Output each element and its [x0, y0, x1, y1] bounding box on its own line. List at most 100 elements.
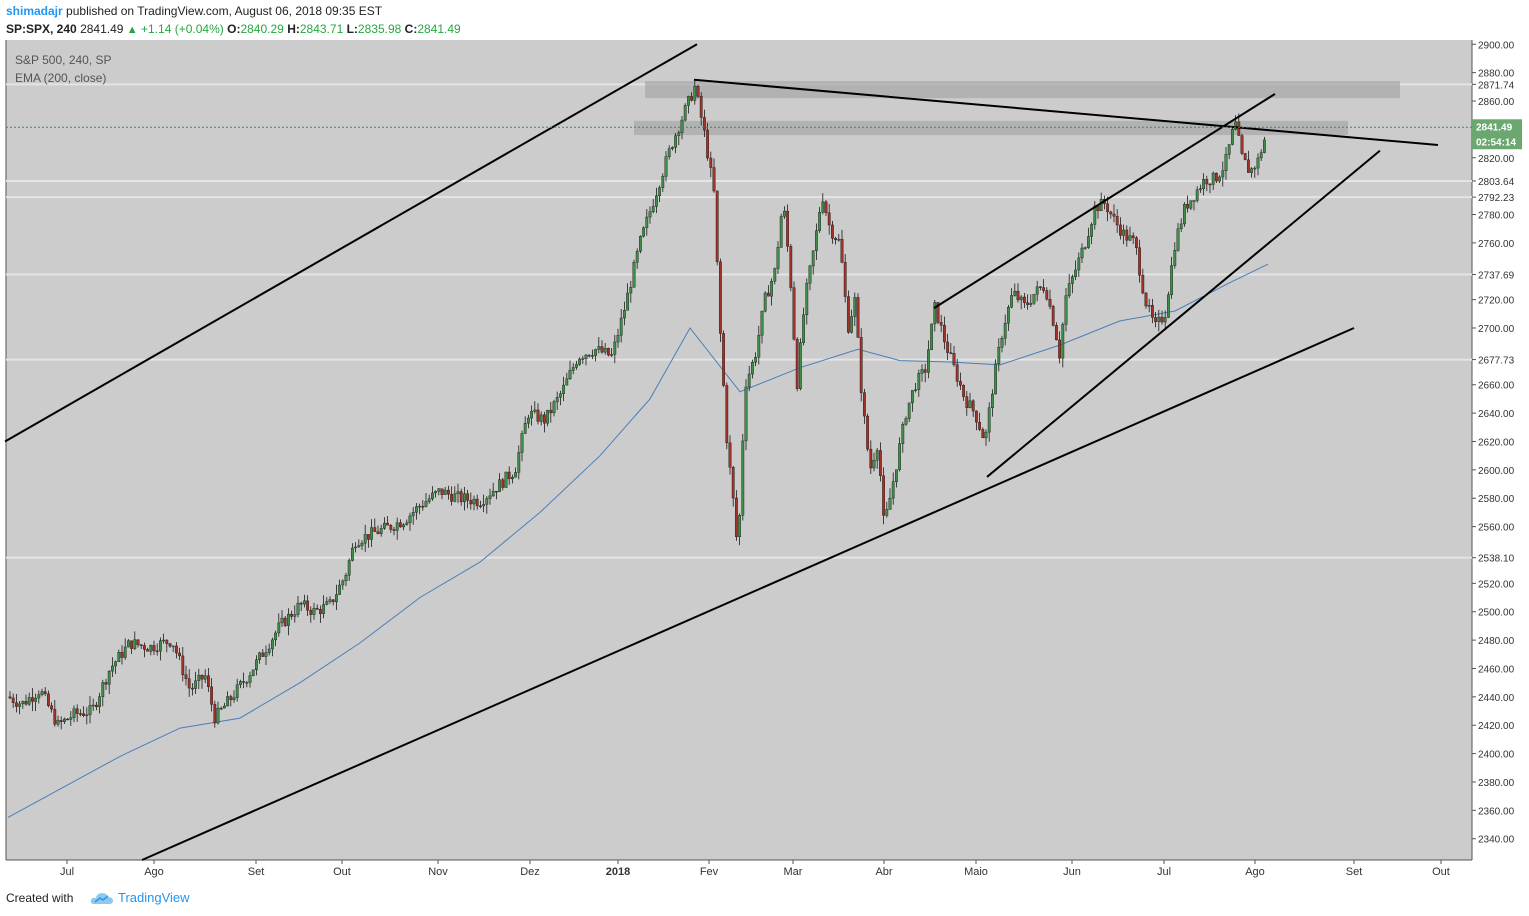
candle-331: [1067, 273, 1071, 299]
candle-49: [165, 639, 169, 653]
candle-198: [642, 226, 646, 238]
candle-209: [677, 130, 681, 146]
level-tick-label: 2792.23: [1478, 193, 1515, 204]
candle-36: [123, 638, 127, 660]
candle-286: [923, 363, 927, 383]
candle-165: [536, 403, 540, 425]
candle-54: [181, 646, 185, 682]
candle-154: [501, 477, 505, 491]
candle-387: [1246, 150, 1250, 173]
candle-146: [475, 494, 479, 510]
candle-148: [482, 494, 485, 513]
time-axis[interactable]: [6, 860, 1472, 880]
candle-75: [248, 671, 252, 688]
candle-3: [18, 701, 21, 715]
level-tick-label: 2803.64: [1478, 177, 1515, 188]
ema-line: [7, 263, 1269, 818]
candle-149: [485, 496, 489, 514]
price-tick-label: 2660.00: [1478, 381, 1515, 392]
tradingview-link[interactable]: TradingView: [90, 890, 190, 905]
candle-318: [1026, 294, 1030, 310]
time-tick-label: Set: [1346, 866, 1363, 878]
candle-344: [1109, 210, 1113, 219]
price-tick-label: 2900.00: [1478, 40, 1515, 51]
candle-337: [1086, 227, 1090, 249]
candle-102: [335, 584, 338, 610]
candle-93: [306, 595, 309, 616]
candle-88: [290, 610, 293, 620]
candle-119: [389, 524, 393, 533]
price-tick-label: 2560.00: [1478, 523, 1515, 534]
candle-118: [386, 516, 389, 526]
candle-354: [1141, 268, 1145, 295]
symbol-label: SP:SPX, 240: [6, 22, 77, 36]
candle-176: [571, 363, 575, 375]
candle-125: [408, 512, 412, 531]
trendline-0[interactable]: [4, 43, 698, 443]
candle-349: [1125, 225, 1129, 247]
resistance-zone-1[interactable]: [634, 120, 1348, 136]
candle-309: [997, 338, 1001, 372]
candle-347: [1118, 217, 1122, 240]
open-label: O:: [227, 22, 241, 36]
candle-14: [53, 699, 57, 727]
candle-327: [1054, 322, 1058, 341]
candle-59: [197, 668, 201, 690]
candle-126: [411, 507, 415, 525]
price-tick-label: 2640.00: [1478, 409, 1515, 420]
time-ticks: Jul Ago Set Out Nov Dez 2018 Fev Mar Abr Maio Jun Ju…: [60, 860, 1450, 878]
candle-171: [555, 391, 559, 410]
candle-94: [309, 606, 313, 623]
candle-271: [875, 447, 879, 469]
candle-113: [370, 519, 373, 547]
trendline-2[interactable]: [693, 78, 1439, 146]
candle-67: [222, 702, 226, 709]
candle-343: [1106, 196, 1110, 222]
candle-245: [792, 281, 796, 341]
candle-220: [712, 158, 716, 193]
candle-242: [783, 206, 786, 219]
trendline-1[interactable]: [141, 327, 1355, 861]
candle-193: [626, 283, 630, 311]
price-tick-label: 2700.00: [1478, 324, 1515, 335]
candle-200: [648, 206, 652, 224]
time-tick-label: Ago: [1245, 866, 1265, 878]
price-tick-label: 2620.00: [1478, 437, 1515, 448]
candle-332: [1070, 274, 1074, 294]
time-tick-label: Mar: [784, 866, 803, 878]
time-tick-label: Out: [1432, 866, 1450, 878]
candle-51: [171, 645, 175, 653]
candle-243: [786, 204, 790, 252]
price-axis[interactable]: [1472, 40, 1529, 880]
candle-85: [280, 610, 284, 627]
candle-316: [1019, 295, 1023, 310]
candle-304: [981, 427, 985, 439]
price-tick-label: 2480.00: [1478, 636, 1515, 647]
author-name[interactable]: shimadajr: [6, 4, 63, 18]
candle-287: [927, 340, 930, 379]
trendline-4[interactable]: [986, 149, 1381, 478]
trendlines[interactable]: [4, 43, 1439, 861]
candle-389: [1253, 166, 1257, 178]
candle-2: [14, 694, 18, 713]
candle-247: [799, 338, 802, 391]
candle-132: [431, 486, 434, 501]
candle-19: [69, 711, 73, 726]
candle-312: [1007, 304, 1010, 331]
candle-333: [1074, 260, 1078, 280]
candle-64: [213, 700, 217, 728]
resistance-zone-0[interactable]: [645, 81, 1400, 99]
candle-177: [575, 360, 578, 370]
candle-121: [395, 517, 399, 540]
time-tick-label: Set: [248, 866, 265, 878]
candle-158: [514, 467, 518, 478]
price-chart[interactable]: 2340.00 2360.00 2380.00 2400.00 2420.00 2440.…: [0, 40, 1529, 880]
candle-248: [802, 307, 806, 346]
candle-133: [434, 490, 437, 498]
candle-272: [879, 442, 882, 482]
candle-50: [168, 642, 172, 648]
candle-23: [82, 706, 86, 718]
candle-169: [549, 401, 553, 423]
trendline-3[interactable]: [933, 93, 1276, 309]
candle-96: [315, 604, 319, 611]
